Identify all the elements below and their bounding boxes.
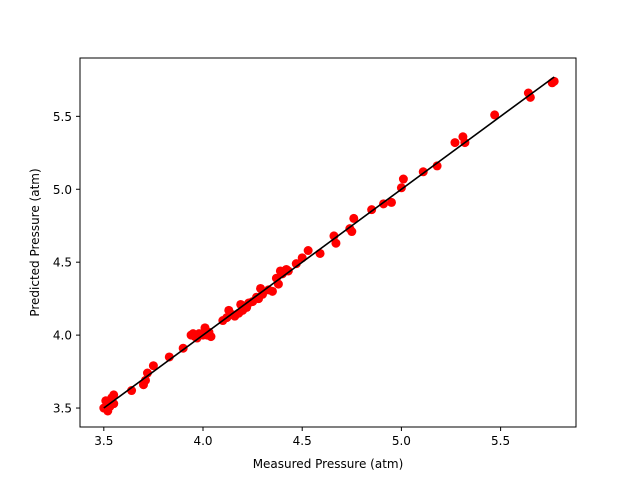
y-axis: 3.5 4.0 4.5 5.0 5.5 <box>53 110 80 416</box>
x-tick-label: 5.0 <box>392 434 411 448</box>
plot-marks <box>99 76 559 416</box>
data-point <box>109 390 119 400</box>
data-point <box>206 332 216 342</box>
data-point <box>148 361 158 371</box>
data-point <box>315 248 325 258</box>
y-tick-label: 5.0 <box>53 183 72 197</box>
x-axis: 3.5 4.0 4.5 5.0 5.5 <box>94 427 510 448</box>
x-axis-label: Measured Pressure (atm) <box>253 457 404 471</box>
data-point <box>297 253 307 263</box>
data-point <box>273 279 283 289</box>
x-tick-label: 5.5 <box>491 434 510 448</box>
y-tick-label: 3.5 <box>53 402 72 416</box>
y-tick-label: 5.5 <box>53 110 72 124</box>
data-point <box>267 286 277 296</box>
data-point <box>303 246 313 256</box>
y-axis-label: Predicted Pressure (atm) <box>28 168 42 316</box>
data-point <box>490 110 500 120</box>
data-point <box>349 213 359 223</box>
y-tick-label: 4.0 <box>53 329 72 343</box>
y-tick-label: 4.5 <box>53 256 72 270</box>
x-tick-label: 3.5 <box>94 434 113 448</box>
data-point <box>398 174 408 184</box>
data-point <box>450 138 460 148</box>
x-tick-label: 4.0 <box>193 434 212 448</box>
data-point <box>331 238 341 248</box>
x-tick-label: 4.5 <box>293 434 312 448</box>
data-point <box>549 76 559 86</box>
reference-line <box>103 76 555 409</box>
data-point <box>347 227 357 237</box>
plot-frame <box>79 57 577 428</box>
data-point <box>386 197 396 207</box>
